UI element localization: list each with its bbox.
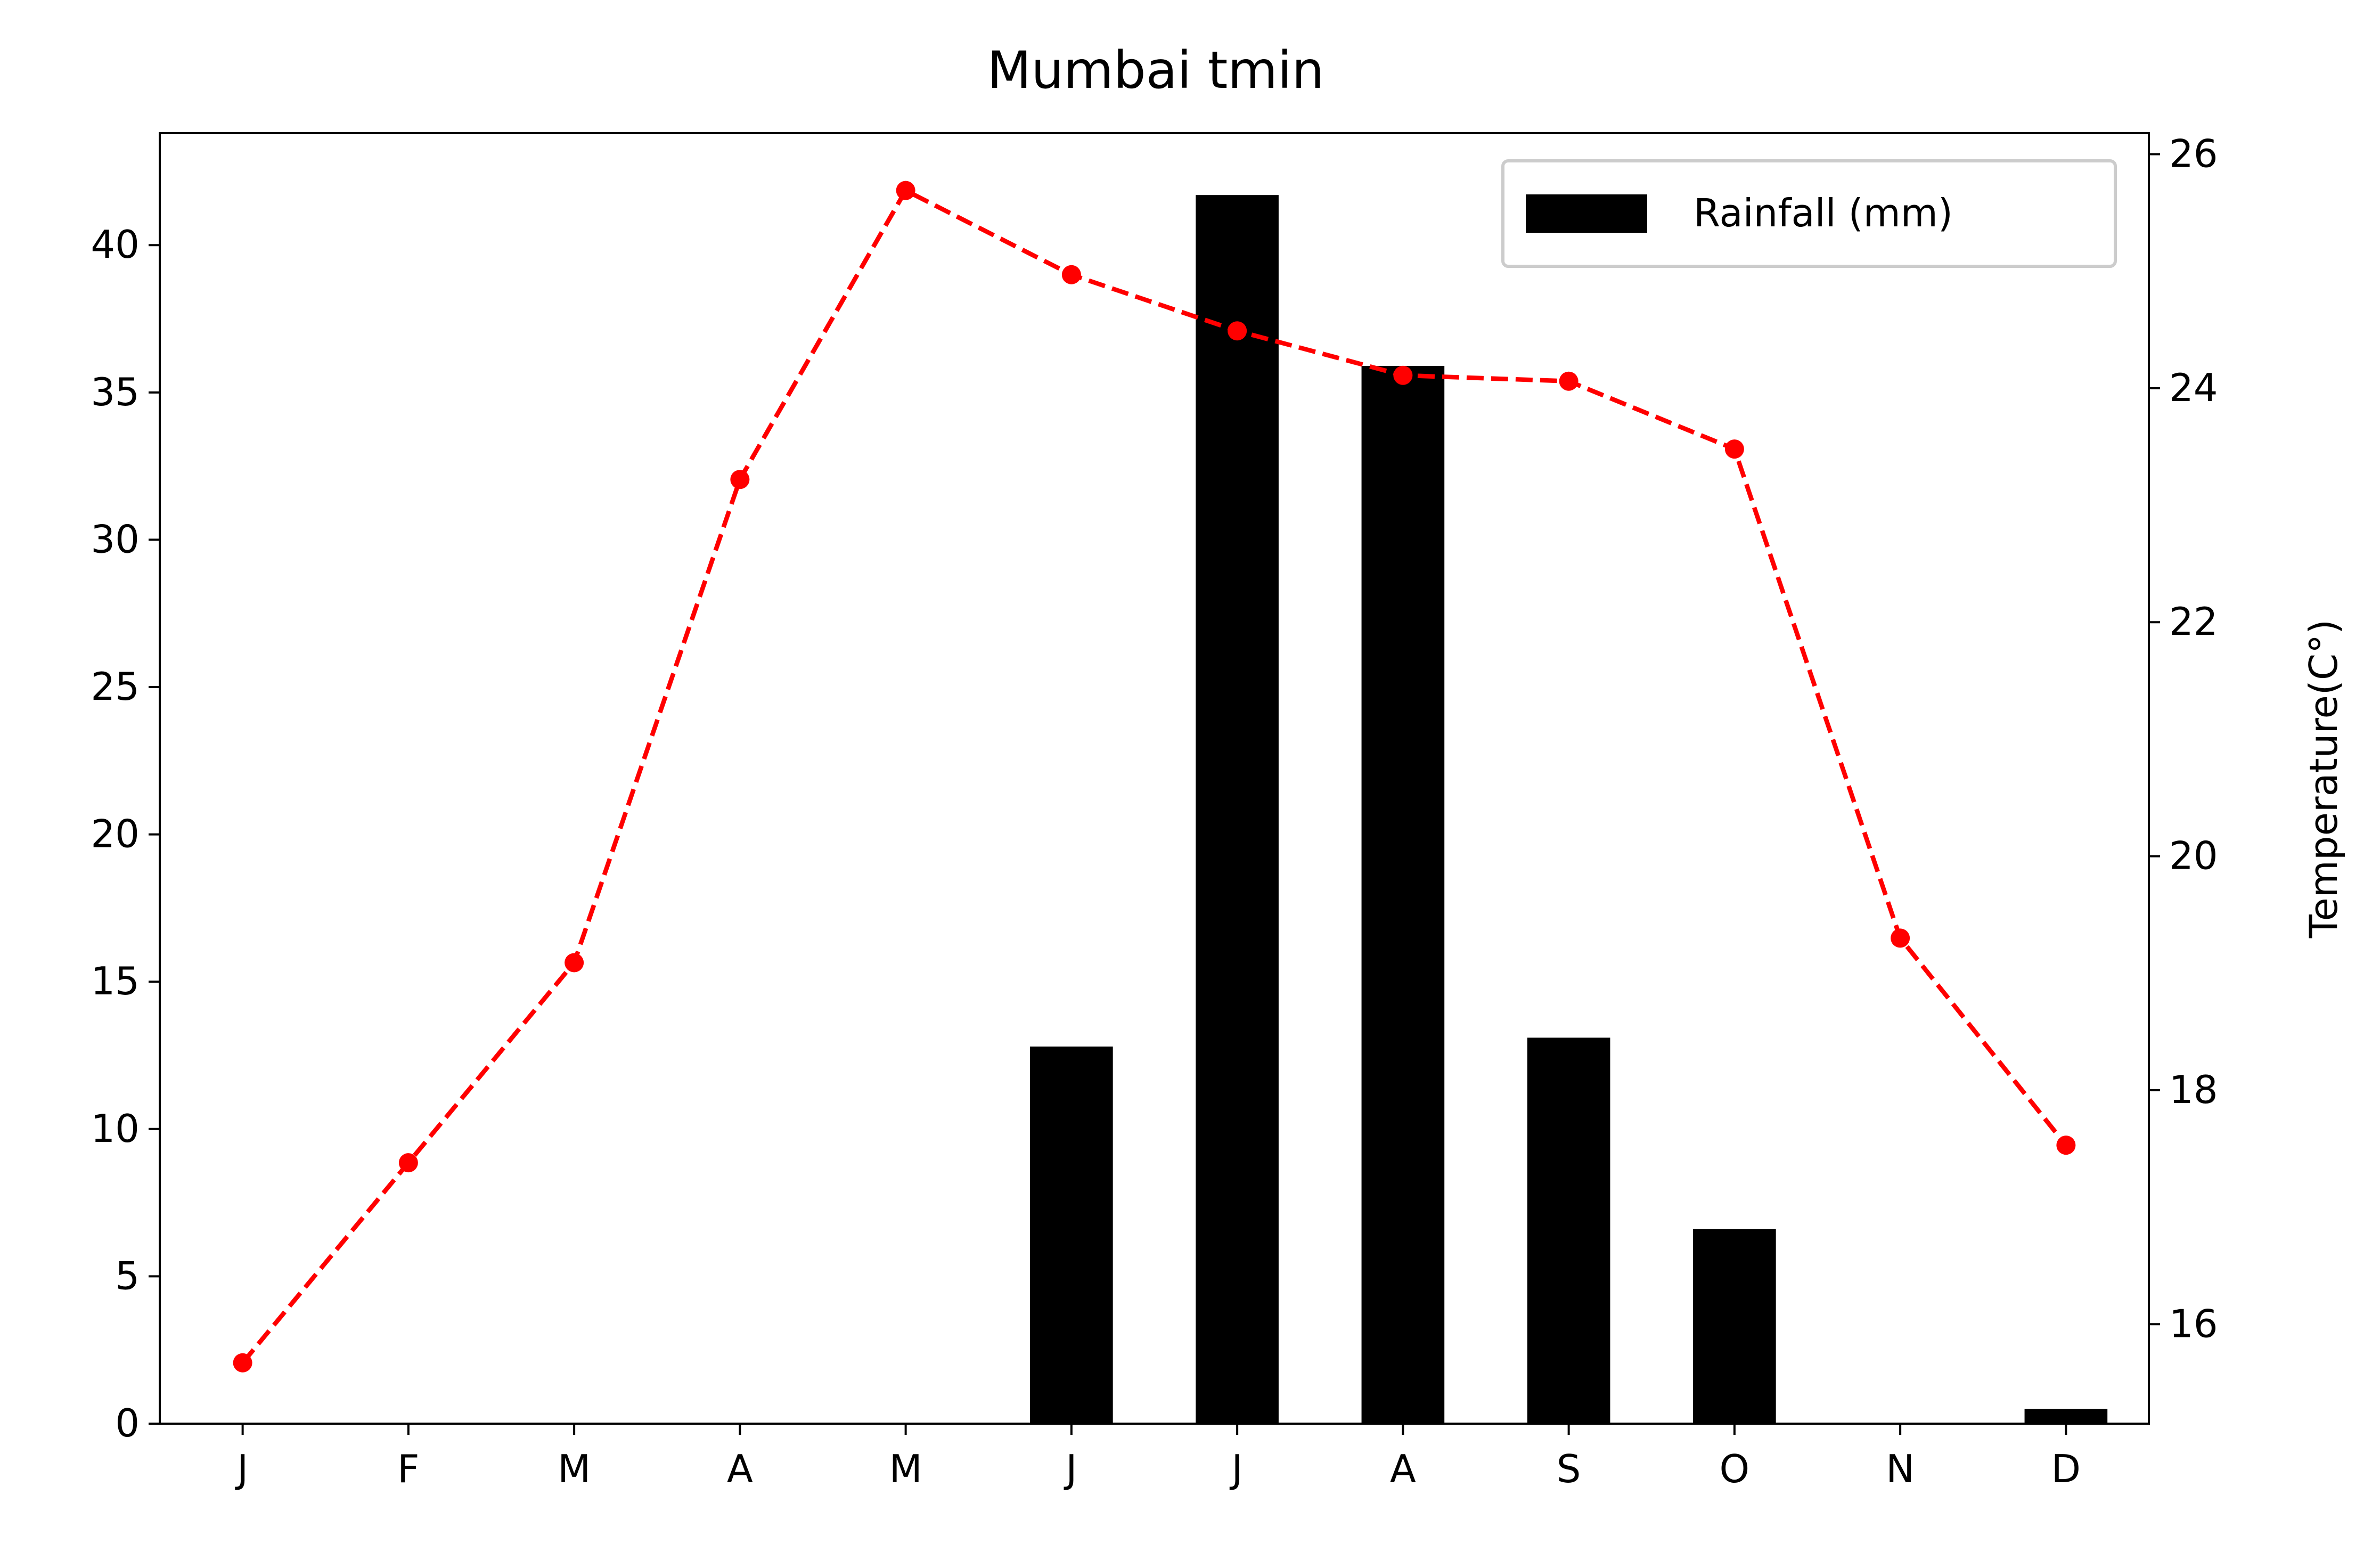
x-tick-label: M <box>889 1447 922 1491</box>
temperature-point <box>565 953 584 973</box>
legend-box <box>1501 159 2117 268</box>
chart-title: Mumbai tmin <box>987 40 1324 100</box>
x-tick-label: J <box>1064 1447 1077 1491</box>
x-tick-label: A <box>1390 1447 1416 1491</box>
y-left-tick-label: 20 <box>91 812 140 856</box>
rainfall-bar <box>1527 1038 1610 1424</box>
temperature-point <box>1393 365 1413 385</box>
x-tick-label: A <box>727 1447 753 1491</box>
temperature-point <box>1061 265 1081 284</box>
rainfall-bar <box>1693 1229 1776 1424</box>
y-right-tick-label: 24 <box>2169 365 2218 410</box>
temperature-point <box>896 181 915 200</box>
rainfall-bar <box>2024 1409 2108 1424</box>
y-right-tick-label: 22 <box>2169 599 2218 644</box>
y-left-tick-label: 10 <box>91 1106 140 1151</box>
x-tick-label: F <box>397 1447 419 1491</box>
y-right-axis-label: Temperature(C°) <box>2301 619 2346 939</box>
bars-layer <box>1030 195 2108 1424</box>
x-tick-label: J <box>1230 1447 1243 1491</box>
y-left-tick-label: 5 <box>115 1253 140 1298</box>
temperature-point <box>233 1353 252 1373</box>
y-left-tick-label: 25 <box>91 664 140 709</box>
temperature-point <box>398 1153 418 1173</box>
temperature-point <box>2056 1136 2076 1155</box>
temperature-line <box>241 187 2068 1365</box>
x-tick-label: N <box>1886 1447 1915 1491</box>
y-left-tick-label: 30 <box>91 517 140 561</box>
y-left-tick-label: 15 <box>91 959 140 1003</box>
y-right-tick-label: 18 <box>2169 1067 2218 1112</box>
plot-frame <box>159 132 2150 1425</box>
temperature-point <box>1559 371 1579 391</box>
x-tick-label: D <box>2051 1447 2081 1491</box>
temperature-point <box>730 470 750 489</box>
y-right-tick-label: 26 <box>2169 132 2218 176</box>
x-tick-label: M <box>558 1447 591 1491</box>
y-left-tick-label: 40 <box>91 222 140 267</box>
x-tick-label: S <box>1557 1447 1581 1491</box>
x-tick-label: O <box>1720 1447 1750 1491</box>
y-right-tick-label: 20 <box>2169 834 2218 878</box>
legend: Rainfall (mm) <box>1501 159 2117 268</box>
legend-swatch <box>1526 194 1647 233</box>
temperature-point <box>1891 928 1910 948</box>
temperature-point <box>1228 321 1247 341</box>
line-layer <box>233 181 2076 1373</box>
rainfall-bar <box>1196 195 1279 1424</box>
y-left-tick-label: 35 <box>91 370 140 414</box>
y-right-tick-label: 16 <box>2169 1301 2218 1346</box>
y-left-tick-label: 0 <box>115 1401 140 1445</box>
temperature-point <box>1724 439 1744 459</box>
axes-layer: 0 5 10 15 20 25 30 35 40 16 18 20 22 24 26 Temperature(… <box>91 132 2346 1491</box>
rainfall-bar <box>1361 366 1445 1424</box>
legend-label: Rainfall (mm) <box>1694 191 1953 235</box>
rainfall-bar <box>1030 1046 1113 1424</box>
x-tick-label: J <box>235 1447 248 1491</box>
